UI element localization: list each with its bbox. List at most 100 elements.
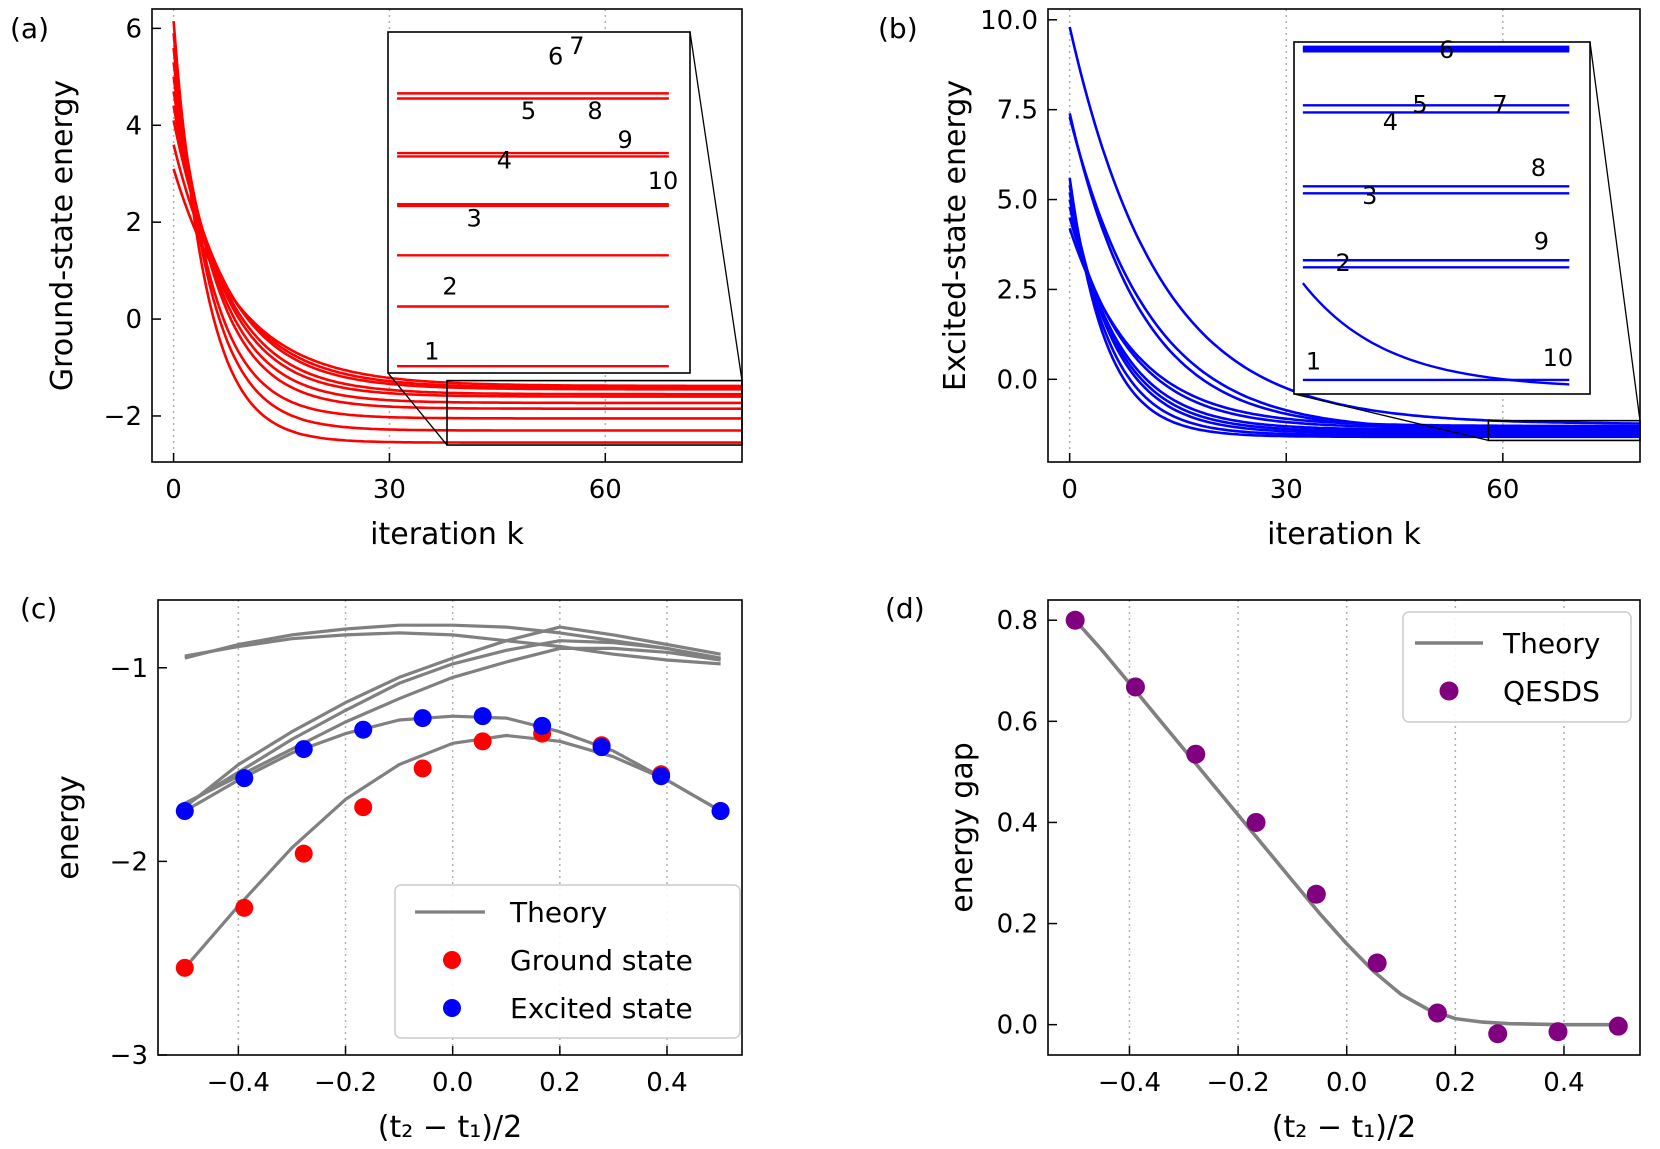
- panel-d-xlabel: (t₂ − t₁)/2: [1272, 1110, 1416, 1145]
- panel-d-axes-frame: [1047, 599, 1641, 1056]
- panel-c-axes-frame: [157, 599, 743, 1056]
- panel-d-xtick-label-2: 0.0: [1326, 1068, 1367, 1098]
- panel-c-excited-point-4: [413, 709, 432, 728]
- panel-d-ylabel: energy gap: [945, 742, 980, 913]
- panel-c-excited-point-6: [533, 716, 552, 735]
- panel-a-ytick-label-0: −2: [104, 402, 142, 432]
- panel-b-inset-label-4: 4: [1383, 108, 1398, 136]
- panel-c-xtick-label-4: 0.4: [646, 1068, 687, 1098]
- panel-c-theory-level-3: [183, 625, 721, 809]
- panel-c-excited-point-9: [711, 802, 730, 821]
- panel-c-ground-point-0: [175, 958, 194, 977]
- panel-a-ylabel: Ground-state energy: [45, 80, 80, 391]
- panel-d-xtick-label-3: 0.2: [1435, 1068, 1476, 1098]
- panel-d-qesds-point-9: [1608, 1016, 1628, 1036]
- panel-b-ytick-label-4: 10.0: [980, 6, 1038, 36]
- panel-d-qesds-point-6: [1427, 1003, 1447, 1023]
- panel-a-inset-label-4: 4: [497, 146, 512, 174]
- panel-b-xtick-label-2: 60: [1486, 475, 1519, 505]
- panel-b-xtick-label-0: 0: [1061, 475, 1078, 505]
- panel-a-inset-label-3: 3: [467, 204, 482, 232]
- panel-a-inset-label-2: 2: [442, 273, 457, 301]
- panel-d-ytick-label-4: 0.8: [997, 606, 1038, 636]
- panel-c-ytick-label-1: −2: [110, 847, 148, 877]
- panel-a-ytick-label-2: 2: [125, 208, 142, 238]
- panel-a-series-7: [172, 105, 742, 396]
- panel-a-ytick-label-4: 6: [125, 14, 142, 44]
- panel-d-xtick-label-1: −0.2: [1207, 1068, 1270, 1098]
- panel-a-series-10: [172, 168, 742, 388]
- panel-b-xlabel: iteration k: [1267, 517, 1421, 552]
- panel-b-connector-top: [1589, 41, 1641, 421]
- panel-c-excited-point-5: [473, 707, 492, 726]
- panel-c-ground-point-5: [473, 732, 492, 751]
- panel-c-legend: [394, 884, 741, 1039]
- panel-d-ytick-label-0: 0.0: [997, 1011, 1038, 1041]
- panel-d-ytick-label-3: 0.6: [997, 707, 1038, 737]
- panel-a-series-3: [172, 47, 742, 420]
- panel-a-inset-label-10: 10: [648, 167, 679, 195]
- panel-d-legend: [1402, 611, 1632, 723]
- panel-c-xtick-label-3: 0.2: [539, 1068, 580, 1098]
- panel-a-series-6: [172, 91, 742, 398]
- panel-a-inset-label-9: 9: [618, 126, 633, 154]
- panel-c-xlabel: (t₂ − t₁)/2: [378, 1110, 522, 1145]
- panel-d-qesds-point-5: [1367, 953, 1387, 973]
- panel-b-ylabel: Excited-state energy: [938, 80, 973, 391]
- panel-a-inset-label-8: 8: [587, 97, 602, 125]
- panel-d-xtick-label-0: −0.4: [1098, 1068, 1161, 1098]
- panel-c-xtick-label-0: −0.4: [207, 1068, 270, 1098]
- panel-d-qesds-point-3: [1246, 812, 1266, 832]
- panel-b-zoom-box: [1487, 419, 1641, 442]
- panel-d-qesds-point-7: [1488, 1024, 1508, 1044]
- panel-a-xtick-label-1: 30: [373, 475, 406, 505]
- panel-b-series-1: [1068, 177, 1640, 439]
- panel-b-inset-label-2: 2: [1335, 249, 1350, 277]
- panel-a-inset-frame: [387, 31, 691, 374]
- panel-b-ytick-label-3: 7.5: [997, 96, 1038, 126]
- panel-c-theory-level-6: [184, 623, 721, 662]
- panel-b-xtick-label-1: 30: [1270, 475, 1303, 505]
- panel-d-qesds-point-4: [1306, 884, 1326, 904]
- panel-a-xtick-label-2: 60: [589, 475, 622, 505]
- panel-a-xlabel: iteration k: [370, 517, 524, 552]
- panel-b-inset-label-10: 10: [1543, 344, 1574, 372]
- panel-c-theory-level-7: [184, 631, 721, 666]
- panel-b-series-3: [1068, 192, 1640, 435]
- panel-d-panel-label: (d): [885, 592, 925, 625]
- panel-b-inset-label-8: 8: [1531, 154, 1546, 182]
- panel-d-legend-qesds-label: QESDS: [1503, 675, 1600, 708]
- panel-a-zoom-box: [446, 379, 743, 446]
- panel-c-excited-point-7: [592, 738, 611, 757]
- panel-c-xtick-label-2: 0.0: [432, 1068, 473, 1098]
- panel-a-inset-label-7: 7: [569, 32, 584, 60]
- panel-c-panel-label: (c): [20, 592, 57, 625]
- panel-d-xtick-label-4: 0.4: [1543, 1068, 1584, 1098]
- panel-b-inset-label-6: 6: [1439, 36, 1454, 64]
- panel-a-xtick-label-0: 0: [165, 475, 182, 505]
- panel-c-legend-theory-label: Theory: [509, 896, 607, 929]
- panel-d-qesds-point-0: [1065, 610, 1085, 630]
- panel-c-legend-excited-label: Excited state: [510, 992, 693, 1025]
- panel-a-ytick-label-3: 4: [125, 111, 142, 141]
- panel-a-inset-label-6: 6: [548, 42, 563, 70]
- panel-d-ytick-label-2: 0.4: [997, 808, 1038, 838]
- panel-d-qesds-point-1: [1125, 677, 1145, 697]
- panel-a-panel-label: (a): [10, 12, 49, 45]
- panel-b-inset-label-9: 9: [1534, 228, 1549, 256]
- panel-a-connector-bottom: [387, 372, 448, 446]
- panel-b-inset-label-5: 5: [1412, 90, 1427, 118]
- panel-c-excited-point-2: [294, 740, 313, 759]
- panel-c-legend-excited-swatch: [443, 999, 461, 1017]
- panel-a-connector-top: [689, 31, 743, 381]
- panel-a-inset-label-1: 1: [424, 337, 439, 365]
- panel-b-panel-label: (b): [878, 12, 918, 45]
- panel-c-ytick-label-2: −1: [110, 654, 148, 684]
- panel-b-series-10: [1068, 26, 1640, 425]
- panel-c-theory-level-5: [184, 646, 721, 805]
- panel-c-ground-point-1: [235, 898, 254, 917]
- panel-c-excited-point-3: [354, 720, 373, 739]
- panel-a-series-9: [172, 144, 742, 390]
- panel-c-ground-point-2: [294, 844, 313, 863]
- panel-b-ytick-label-2: 5.0: [997, 186, 1038, 216]
